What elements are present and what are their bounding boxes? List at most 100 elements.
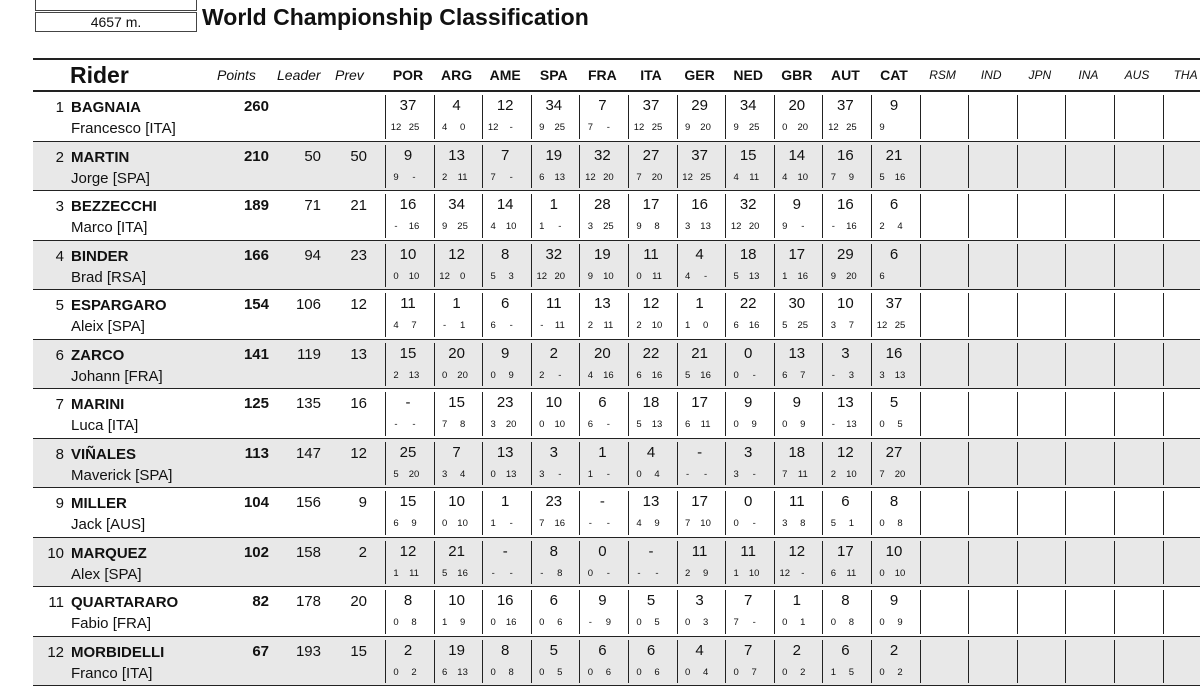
- column-divider: [773, 540, 775, 584]
- column-divider: [919, 144, 921, 188]
- column-divider: [725, 639, 727, 683]
- race-sprint-points: 1: [441, 617, 448, 628]
- race-total-points: 6: [549, 592, 558, 609]
- column-divider: [530, 144, 532, 188]
- race-total-points: 3: [841, 344, 850, 362]
- race-main-points: -: [606, 567, 610, 579]
- race-sprint-points: 12: [876, 320, 888, 331]
- race-sprint-points: 2: [539, 369, 545, 381]
- column-divider: [579, 243, 581, 287]
- race-total-points: 12: [399, 542, 417, 560]
- race-sprint-points: 7: [733, 617, 739, 628]
- race-main-points: 1: [848, 518, 855, 529]
- race-total-points: 17: [642, 196, 660, 213]
- race-main-points: -: [606, 518, 610, 529]
- race-sprint-points: -: [394, 419, 398, 430]
- column-divider: [1065, 540, 1067, 584]
- rider-points: 102: [243, 543, 269, 561]
- race-sprint-points: 12: [682, 171, 693, 183]
- race-sprint-points: 4: [782, 171, 788, 183]
- race-sprint-points: -: [443, 320, 447, 331]
- gap-to-previous: 20: [350, 593, 367, 610]
- column-divider: [1114, 194, 1115, 238]
- column-divider: [871, 590, 872, 634]
- race-total-points: 34: [448, 196, 465, 213]
- rider-firstname-nation: Jack [AUS]: [71, 516, 146, 533]
- race-main-points: -: [752, 518, 756, 529]
- race-sprint-points: 0: [441, 518, 448, 529]
- table-row: 2 MARTIN Jorge [SPA] 210 50 50 9 9-13 2 11 7 7-19 6 1…: [33, 141, 1200, 191]
- rider-position: 8: [55, 445, 64, 463]
- race-sprint-points: 4: [490, 221, 496, 232]
- race-sprint-points: 5: [684, 369, 691, 381]
- column-divider: [725, 342, 727, 386]
- race-total-points: 12: [788, 542, 806, 560]
- column-divider: [919, 194, 921, 238]
- race-main-points: -: [752, 468, 756, 480]
- race-sprint-points: -: [831, 221, 835, 232]
- column-divider: [919, 243, 921, 287]
- race-main-points: -: [752, 617, 756, 628]
- column-divider: [530, 441, 532, 485]
- race-main-points: 20: [651, 171, 663, 183]
- race-sprint-points: 0: [733, 518, 739, 529]
- race-total-points: 10: [837, 295, 854, 312]
- race-total-points: 17: [788, 245, 806, 263]
- table-row: 12 MORBIDELLI Franco [ITA] 67 193 15 2 0 2 19 6 13 8…: [33, 636, 1200, 686]
- race-main-points: 16: [554, 518, 566, 529]
- race-main-points: -: [704, 468, 708, 480]
- race-main-points: 25: [797, 320, 809, 331]
- column-divider: [1065, 392, 1067, 436]
- race-main-points: 6: [654, 666, 660, 678]
- race-total-points: 20: [788, 97, 806, 114]
- race-main-points: 16: [408, 221, 420, 232]
- column-divider: [433, 540, 435, 584]
- race-total-points: 0: [598, 542, 607, 560]
- rider-position: 6: [55, 346, 64, 364]
- race-total-points: 13: [837, 394, 854, 411]
- column-divider: [871, 243, 872, 287]
- race-sprint-points: -: [831, 419, 835, 430]
- race-sprint-points: 2: [684, 567, 691, 579]
- race-total-points: 19: [448, 641, 465, 659]
- race-sprint-points: 6: [490, 320, 496, 331]
- column-divider: [433, 639, 435, 683]
- gap-to-previous: 23: [350, 246, 367, 264]
- race-main-points: 3: [848, 369, 855, 381]
- race-total-points: 30: [788, 295, 806, 312]
- race-sprint-points: -: [540, 567, 544, 579]
- rider-firstname-nation: Fabio [FRA]: [71, 615, 152, 632]
- race-main-points: 1: [800, 617, 806, 628]
- race-sprint-points: 5: [830, 518, 837, 529]
- column-divider: [725, 95, 727, 139]
- race-sprint-points: 2: [587, 320, 594, 331]
- race-main-points: 8: [654, 221, 660, 232]
- gap-to-leader: 158: [295, 543, 321, 561]
- race-main-points: 25: [651, 122, 663, 133]
- race-total-points: 5: [549, 641, 558, 659]
- column-divider: [919, 441, 921, 485]
- race-total-points: 37: [691, 146, 708, 164]
- race-sprint-points: 9: [539, 122, 545, 133]
- column-divider: [773, 639, 775, 683]
- race-main-points: 25: [457, 221, 468, 232]
- race-main-points: 3: [508, 270, 514, 282]
- race-total-points: 21: [448, 542, 465, 560]
- race-main-points: 20: [554, 270, 566, 282]
- race-total-points: 19: [594, 245, 611, 263]
- race-sprint-points: 0: [393, 666, 399, 678]
- race-main-points: 13: [505, 468, 517, 480]
- column-divider: [919, 491, 921, 535]
- race-total-points: 27: [885, 443, 903, 461]
- race-total-points: 16: [837, 146, 854, 164]
- race-total-points: 14: [788, 146, 806, 164]
- column-divider: [725, 392, 727, 436]
- column-divider: [1114, 95, 1115, 139]
- rider-surname: ZARCO: [71, 346, 125, 364]
- column-divider: [579, 441, 581, 485]
- race-sprint-points: 3: [879, 369, 885, 381]
- race-total-points: 15: [399, 493, 417, 510]
- column-divider: [482, 441, 484, 485]
- race-total-points: 2: [792, 641, 801, 659]
- race-sprint-points: 0: [490, 617, 496, 628]
